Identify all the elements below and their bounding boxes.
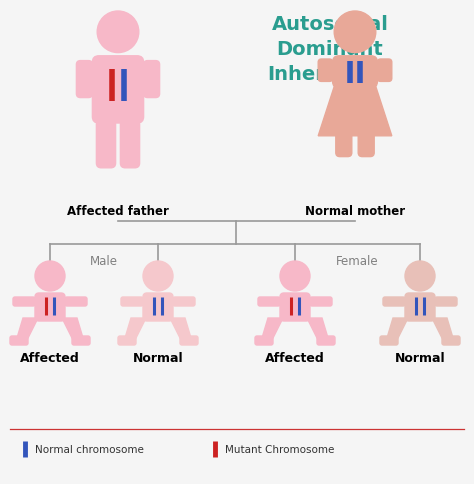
FancyBboxPatch shape	[358, 129, 374, 157]
PathPatch shape	[262, 318, 283, 338]
PathPatch shape	[62, 318, 83, 338]
Text: Normal: Normal	[133, 351, 183, 364]
FancyBboxPatch shape	[144, 61, 160, 98]
FancyBboxPatch shape	[180, 336, 198, 345]
Text: Normal chromosome: Normal chromosome	[35, 444, 144, 454]
FancyBboxPatch shape	[76, 61, 92, 98]
FancyBboxPatch shape	[35, 293, 65, 321]
FancyBboxPatch shape	[258, 297, 280, 306]
FancyBboxPatch shape	[405, 293, 435, 321]
FancyBboxPatch shape	[336, 129, 352, 157]
PathPatch shape	[170, 318, 191, 338]
Text: Normal: Normal	[395, 351, 445, 364]
FancyBboxPatch shape	[120, 121, 140, 168]
FancyBboxPatch shape	[380, 336, 398, 345]
Text: Affected: Affected	[265, 351, 325, 364]
FancyBboxPatch shape	[10, 336, 28, 345]
Text: Affected: Affected	[20, 351, 80, 364]
Text: Female: Female	[336, 255, 378, 268]
Text: Affected father: Affected father	[67, 205, 169, 217]
Circle shape	[334, 12, 376, 54]
FancyBboxPatch shape	[377, 60, 392, 82]
PathPatch shape	[387, 318, 408, 338]
PathPatch shape	[318, 85, 392, 136]
FancyBboxPatch shape	[442, 336, 460, 345]
FancyBboxPatch shape	[255, 336, 273, 345]
Circle shape	[35, 261, 65, 291]
FancyBboxPatch shape	[435, 297, 457, 306]
FancyBboxPatch shape	[310, 297, 332, 306]
Circle shape	[97, 12, 139, 54]
FancyBboxPatch shape	[317, 336, 335, 345]
FancyBboxPatch shape	[143, 293, 173, 321]
Text: Mutant Chromosome: Mutant Chromosome	[225, 444, 334, 454]
Circle shape	[143, 261, 173, 291]
FancyBboxPatch shape	[333, 57, 377, 89]
FancyBboxPatch shape	[383, 297, 405, 306]
FancyBboxPatch shape	[96, 121, 116, 168]
PathPatch shape	[17, 318, 38, 338]
PathPatch shape	[432, 318, 453, 338]
FancyBboxPatch shape	[72, 336, 90, 345]
FancyBboxPatch shape	[13, 297, 35, 306]
PathPatch shape	[125, 318, 146, 338]
Text: Autosomal
Dominant
Inheritance: Autosomal Dominant Inheritance	[267, 15, 393, 84]
Circle shape	[280, 261, 310, 291]
FancyBboxPatch shape	[318, 60, 333, 82]
Circle shape	[405, 261, 435, 291]
FancyBboxPatch shape	[92, 57, 144, 124]
Text: Normal mother: Normal mother	[305, 205, 405, 217]
FancyBboxPatch shape	[118, 336, 136, 345]
FancyBboxPatch shape	[173, 297, 195, 306]
FancyBboxPatch shape	[65, 297, 87, 306]
PathPatch shape	[307, 318, 328, 338]
FancyBboxPatch shape	[121, 297, 143, 306]
FancyBboxPatch shape	[280, 293, 310, 321]
Text: Male: Male	[90, 255, 118, 268]
